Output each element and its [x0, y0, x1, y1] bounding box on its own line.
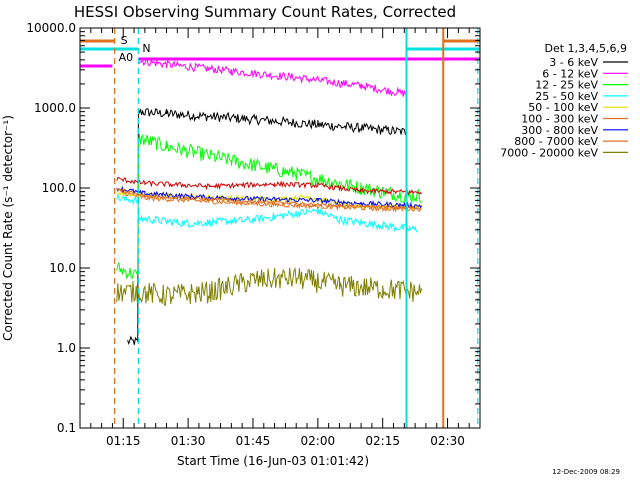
flag-label-s: S — [121, 34, 128, 47]
legend-label: 800 - 7000 keV — [514, 135, 598, 148]
y-tick-label: 10.0 — [49, 261, 76, 275]
x-axis-label: Start Time (16-Jun-03 01:01:42) — [177, 454, 369, 468]
series-line — [116, 185, 423, 209]
vertical-markers — [113, 28, 479, 428]
y-axis-label: Corrected Count Rate (s⁻¹ detector⁻¹) — [1, 115, 15, 341]
y-tick-label: 1000.0 — [34, 101, 76, 115]
series-line — [116, 187, 422, 211]
series-line — [116, 191, 423, 211]
x-tick-label: 02:00 — [301, 434, 336, 448]
plot-frame — [79, 27, 481, 429]
series-line — [116, 133, 422, 280]
series-line — [116, 193, 418, 233]
series-line — [116, 189, 422, 213]
x-tick-label: 02:15 — [365, 434, 400, 448]
flag-label-n: N — [142, 42, 150, 55]
flag-label-a0: A0 — [119, 51, 134, 64]
x-tick-label: 01:15 — [106, 434, 141, 448]
x-tick-label: 01:30 — [171, 434, 206, 448]
legend-label: 100 - 300 keV — [521, 113, 598, 126]
legend-title: Det 1,3,4,5,6,9 — [544, 42, 627, 55]
x-tick-label: 01:45 — [236, 434, 271, 448]
flag-bars: S N A0 — [80, 34, 480, 68]
x-tick-label: 02:30 — [430, 434, 465, 448]
axes: 0.1 1.0 10.0 100.0 1000.0 10000.0 01:15 01:30 01… — [26, 21, 481, 448]
timestamp: 12-Dec-2009 08:29 — [552, 468, 620, 476]
chart-title: HESSI Observing Summary Count Rates, Cor… — [74, 3, 456, 21]
legend-label: 3 - 6 keV — [549, 56, 598, 69]
legend-label: 25 - 50 keV — [535, 90, 598, 103]
series-lines — [116, 57, 423, 346]
legend-label: 300 - 800 keV — [521, 124, 598, 137]
series-line — [116, 267, 423, 307]
y-tick-label: 100.0 — [42, 181, 76, 195]
y-tick-label: 10000.0 — [26, 21, 76, 35]
legend-label: 12 - 25 keV — [535, 79, 598, 92]
y-tick-label: 0.1 — [57, 421, 76, 435]
series-line — [116, 176, 422, 196]
legend-label: 6 - 12 keV — [542, 67, 598, 80]
series-line — [138, 57, 407, 97]
legend-label: 50 - 100 keV — [528, 101, 598, 114]
y-tick-label: 1.0 — [57, 341, 76, 355]
series-line — [127, 108, 407, 346]
legend-label: 7000 - 20000 keV — [500, 146, 598, 159]
